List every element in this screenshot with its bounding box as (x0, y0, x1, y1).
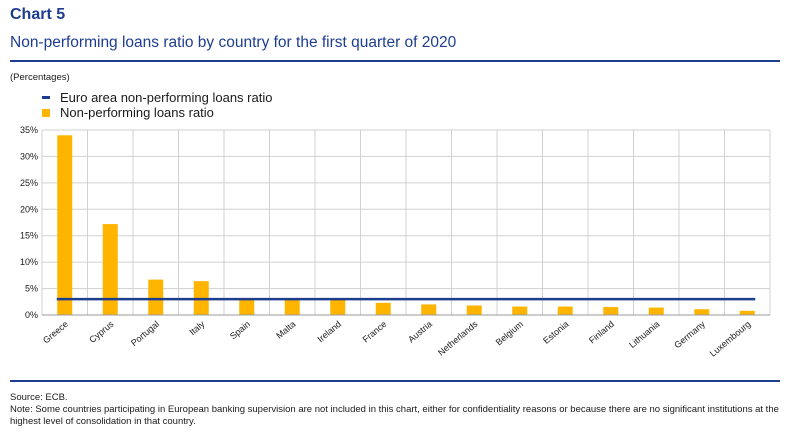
x-tick-label: Luxembourg (708, 319, 753, 359)
bar (694, 309, 710, 315)
x-tick-label: Italy (187, 319, 206, 338)
legend-item-line: Euro area non-performing loans ratio (42, 90, 272, 105)
source-note: Source: ECB. (10, 392, 68, 403)
legend-line-swatch (42, 96, 50, 99)
x-tick-label: Netherlands (436, 319, 480, 358)
bar (739, 310, 755, 315)
legend-item-bar: Non-performing loans ratio (42, 105, 272, 120)
bar (102, 224, 118, 315)
y-tick-label: 20% (20, 204, 38, 214)
legend: Euro area non-performing loans ratio Non… (42, 90, 272, 120)
bar (466, 305, 482, 315)
units-label: (Percentages) (10, 72, 70, 83)
x-tick-label: Cyprus (87, 319, 116, 345)
top-divider (10, 60, 780, 62)
x-tick-label: Estonia (541, 319, 570, 346)
y-tick-label: 30% (20, 151, 38, 161)
bottom-divider (10, 380, 780, 382)
legend-bar-label: Non-performing loans ratio (60, 105, 214, 120)
footnotes: Source: ECB. Note: Some countries partic… (10, 392, 785, 428)
x-tick-label: Malta (274, 319, 297, 341)
bar (648, 307, 664, 315)
x-tick-label: Austria (406, 319, 434, 345)
x-tick-label: France (361, 319, 389, 345)
bar (421, 304, 437, 315)
x-tick-label: Spain (228, 319, 252, 341)
y-tick-label: 5% (25, 284, 38, 294)
bar (375, 302, 391, 315)
x-tick-label: Portugal (129, 319, 161, 348)
bar (512, 306, 528, 315)
legend-line-label: Euro area non-performing loans ratio (60, 90, 273, 105)
bar (557, 306, 573, 315)
y-tick-label: 25% (20, 178, 38, 188)
bar (57, 135, 73, 315)
y-tick-label: 35% (20, 125, 38, 135)
bar (330, 299, 346, 315)
bar (603, 307, 619, 315)
chart-title: Non-performing loans ratio by country fo… (10, 34, 457, 51)
x-tick-label: Lithuania (627, 319, 661, 350)
x-tick-label: Germany (672, 319, 707, 351)
x-tick-label: Ireland (316, 319, 344, 344)
y-tick-label: 0% (25, 310, 38, 320)
legend-bar-swatch (42, 108, 50, 117)
chart-number: Chart 5 (10, 6, 66, 23)
x-tick-label: Greece (41, 319, 70, 346)
bar (148, 279, 164, 315)
footnote: Note: Some countries participating in Eu… (10, 404, 779, 427)
y-tick-label: 10% (20, 257, 38, 267)
x-tick-label: Belgium (494, 319, 525, 348)
bar (284, 299, 300, 315)
y-tick-label: 15% (20, 231, 38, 241)
x-tick-label: Finland (587, 319, 616, 346)
bar (239, 299, 255, 315)
